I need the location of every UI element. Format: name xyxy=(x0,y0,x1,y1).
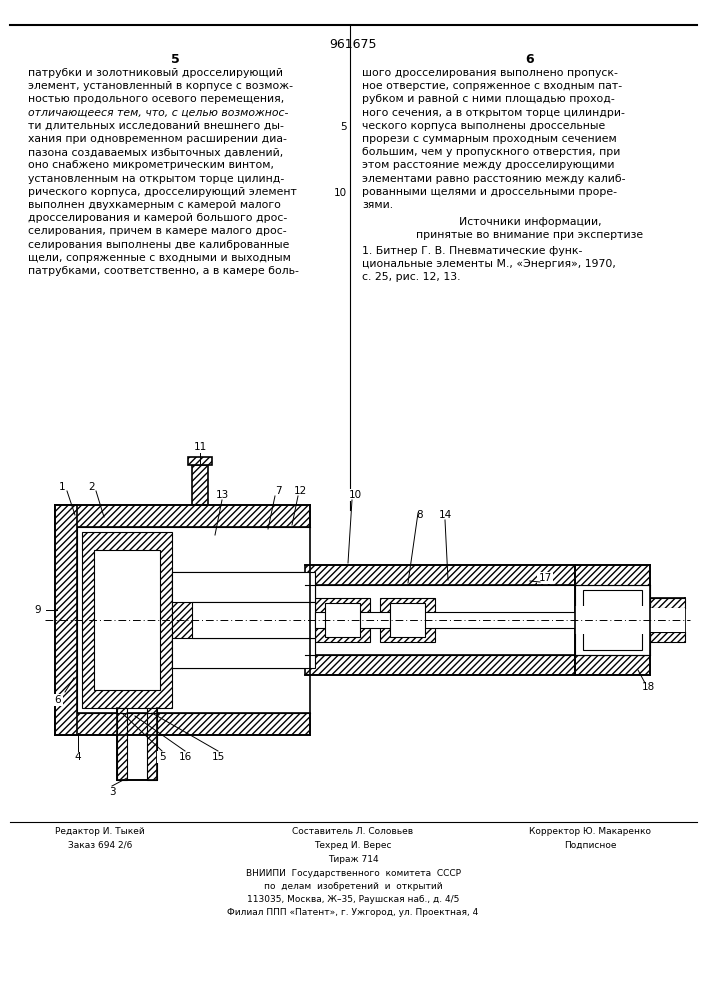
Text: 11: 11 xyxy=(194,442,206,452)
Text: Техред И. Верес: Техред И. Верес xyxy=(314,841,392,850)
Bar xyxy=(575,565,650,675)
Bar xyxy=(117,708,157,780)
Text: ное отверстие, сопряженное с входным пат-: ное отверстие, сопряженное с входным пат… xyxy=(362,81,622,91)
Text: 961675: 961675 xyxy=(329,38,377,51)
Text: 5: 5 xyxy=(170,53,180,66)
Text: 6: 6 xyxy=(526,53,534,66)
Bar xyxy=(55,713,310,735)
Text: Редактор И. Тыкей: Редактор И. Тыкей xyxy=(55,827,145,836)
Text: 6: 6 xyxy=(54,695,62,705)
Bar xyxy=(117,708,127,780)
Bar xyxy=(315,598,370,642)
Text: селирования выполнены две калиброванные: селирования выполнены две калиброванные xyxy=(28,240,289,250)
Text: 113035, Москва, Ж–35, Раушская наб., д. 4/5: 113035, Москва, Ж–35, Раушская наб., д. … xyxy=(247,895,459,904)
Text: 17: 17 xyxy=(538,573,551,583)
Text: с. 25, рис. 12, 13.: с. 25, рис. 12, 13. xyxy=(362,272,460,282)
Text: 12: 12 xyxy=(293,486,307,496)
Text: 4: 4 xyxy=(75,752,81,762)
Bar xyxy=(650,598,685,608)
Text: Источники информации,: Источники информации, xyxy=(459,217,602,227)
Text: установленным на открытом торце цилинд-: установленным на открытом торце цилинд- xyxy=(28,174,284,184)
Text: ти длительных исследований внешнего ды-: ти длительных исследований внешнего ды- xyxy=(28,121,284,131)
Bar xyxy=(172,572,315,602)
Text: Заказ 694 2/6: Заказ 694 2/6 xyxy=(68,841,132,850)
Bar xyxy=(188,457,212,465)
Text: ностью продольного осевого перемещения,: ностью продольного осевого перемещения, xyxy=(28,94,284,104)
Bar xyxy=(94,550,160,690)
Text: элементами равно расстоянию между калиб-: элементами равно расстоянию между калиб- xyxy=(362,174,626,184)
Text: циональные элементы М., «Энергия», 1970,: циональные элементы М., «Энергия», 1970, xyxy=(362,259,616,269)
Text: 3: 3 xyxy=(109,787,115,797)
Text: Подписное: Подписное xyxy=(563,841,617,850)
Text: патрубки и золотниковый дросселирующий: патрубки и золотниковый дросселирующий xyxy=(28,68,283,78)
Bar xyxy=(192,465,208,505)
Text: по  делам  изобретений  и  открытий: по делам изобретений и открытий xyxy=(264,882,443,891)
Text: 2: 2 xyxy=(88,482,95,492)
Text: рубком и равной с ними площадью проход-: рубком и равной с ними площадью проход- xyxy=(362,94,615,104)
Text: 5: 5 xyxy=(158,752,165,762)
Bar xyxy=(380,598,435,642)
Bar xyxy=(650,608,685,632)
Text: этом расстояние между дросселирующими: этом расстояние между дросселирующими xyxy=(362,160,614,170)
Bar xyxy=(77,527,310,713)
Text: 10: 10 xyxy=(334,188,347,198)
Text: принятые во внимание при экспертизе: принятые во внимание при экспертизе xyxy=(416,230,643,240)
Bar xyxy=(325,603,360,637)
Text: шого дросселирования выполнено пропуск-: шого дросселирования выполнено пропуск- xyxy=(362,68,618,78)
Text: хания при одновременном расширении диа-: хания при одновременном расширении диа- xyxy=(28,134,287,144)
Text: селирования, причем в камере малого дрос-: селирования, причем в камере малого дрос… xyxy=(28,226,286,236)
Text: 9: 9 xyxy=(35,605,41,615)
Bar xyxy=(305,655,575,675)
Text: прорези с суммарным проходным сечением: прорези с суммарным проходным сечением xyxy=(362,134,617,144)
Bar xyxy=(575,606,650,634)
Text: 18: 18 xyxy=(641,682,655,692)
Text: 13: 13 xyxy=(216,490,228,500)
Bar xyxy=(650,632,685,642)
Bar xyxy=(82,532,172,708)
Text: оно снабжено микрометрическим винтом,: оно снабжено микрометрическим винтом, xyxy=(28,160,274,170)
Text: Корректор Ю. Макаренко: Корректор Ю. Макаренко xyxy=(529,827,651,836)
Text: 1: 1 xyxy=(59,482,65,492)
Text: Тираж 714: Тираж 714 xyxy=(327,855,378,864)
Text: 1. Битнер Г. В. Пневматические функ-: 1. Битнер Г. В. Пневматические функ- xyxy=(362,246,583,256)
Text: рованными щелями и дроссельными проре-: рованными щелями и дроссельными проре- xyxy=(362,187,617,197)
Text: 16: 16 xyxy=(178,752,192,762)
Text: зями.: зями. xyxy=(362,200,393,210)
Bar xyxy=(172,638,315,668)
Text: пазона создаваемых избыточных давлений,: пазона создаваемых избыточных давлений, xyxy=(28,147,284,157)
Bar xyxy=(55,505,77,735)
Text: 15: 15 xyxy=(211,752,225,762)
Text: Филиал ППП «Патент», г. Ужгород, ул. Проектная, 4: Филиал ППП «Патент», г. Ужгород, ул. Про… xyxy=(228,908,479,917)
Bar xyxy=(575,585,650,655)
Bar xyxy=(172,572,315,668)
Text: ВНИИПИ  Государственного  комитета  СССР: ВНИИПИ Государственного комитета СССР xyxy=(245,869,460,878)
Bar xyxy=(390,603,425,637)
Text: выполнен двухкамерным с камерой малого: выполнен двухкамерным с камерой малого xyxy=(28,200,281,210)
Text: 7: 7 xyxy=(275,486,281,496)
Bar xyxy=(192,602,315,638)
Text: Составитель Л. Соловьев: Составитель Л. Соловьев xyxy=(293,827,414,836)
Text: дросселирования и камерой большого дрос-: дросселирования и камерой большого дрос- xyxy=(28,213,287,223)
Text: ного сечения, а в открытом торце цилиндри-: ного сечения, а в открытом торце цилиндр… xyxy=(362,108,625,118)
Text: 8: 8 xyxy=(416,510,423,520)
Text: 5: 5 xyxy=(340,122,347,132)
Bar xyxy=(305,565,575,585)
Text: 10: 10 xyxy=(349,490,361,500)
Text: патрубками, соответственно, а в камере боль-: патрубками, соответственно, а в камере б… xyxy=(28,266,299,276)
Text: ческого корпуса выполнены дроссельные: ческого корпуса выполнены дроссельные xyxy=(362,121,605,131)
Text: щели, сопряженные с входными и выходным: щели, сопряженные с входными и выходным xyxy=(28,253,291,263)
Bar xyxy=(583,590,642,650)
Bar xyxy=(147,708,157,780)
Bar xyxy=(315,612,605,628)
Text: большим, чем у пропускного отверстия, при: большим, чем у пропускного отверстия, пр… xyxy=(362,147,620,157)
Bar xyxy=(305,585,575,655)
Text: отличающееся тем, что, с целью возможнос-: отличающееся тем, что, с целью возможнос… xyxy=(28,108,288,118)
Text: элемент, установленный в корпусе с возмож-: элемент, установленный в корпусе с возмо… xyxy=(28,81,293,91)
Text: рического корпуса, дросселирующий элемент: рического корпуса, дросселирующий элемен… xyxy=(28,187,297,197)
Text: 14: 14 xyxy=(438,510,452,520)
Bar xyxy=(55,505,310,527)
